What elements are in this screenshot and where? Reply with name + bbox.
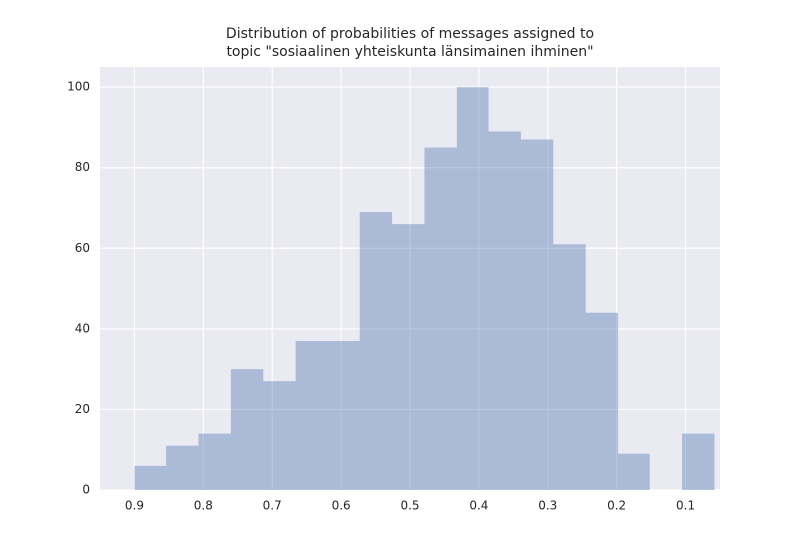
labels: Distribution of probabilities of message… xyxy=(67,26,695,513)
y-tick-label: 60 xyxy=(75,241,90,255)
bar xyxy=(488,131,521,490)
chart-title: topic "sosiaalinen yhteiskunta länsimain… xyxy=(226,44,593,60)
bar xyxy=(618,453,650,490)
y-tick-label: 100 xyxy=(67,80,90,94)
bar xyxy=(456,87,489,491)
y-tick-label: 40 xyxy=(75,321,90,335)
bar xyxy=(198,433,231,490)
bar xyxy=(585,312,619,490)
bar xyxy=(553,244,586,490)
x-tick-label: 0.2 xyxy=(607,499,626,513)
x-tick-label: 0.4 xyxy=(469,499,488,513)
chart-title: Distribution of probabilities of message… xyxy=(226,26,594,42)
bar xyxy=(295,340,328,490)
bar xyxy=(134,465,167,490)
y-tick-label: 20 xyxy=(75,402,90,416)
bar xyxy=(263,381,296,490)
bar xyxy=(424,147,457,491)
bars xyxy=(134,87,715,491)
bar xyxy=(327,340,360,490)
bar xyxy=(230,369,264,490)
x-tick-label: 0.8 xyxy=(194,499,213,513)
x-tick-label: 0.6 xyxy=(332,499,351,513)
y-tick-label: 80 xyxy=(75,160,90,174)
bar xyxy=(359,212,393,490)
bar xyxy=(682,433,715,490)
x-tick-label: 0.1 xyxy=(676,499,695,513)
grid xyxy=(100,67,720,491)
x-tick-label: 0.3 xyxy=(538,499,557,513)
x-tick-label: 0.5 xyxy=(400,499,419,513)
bar xyxy=(520,139,554,490)
x-tick-label: 0.9 xyxy=(125,499,144,513)
y-tick-label: 0 xyxy=(82,483,90,497)
bar xyxy=(166,445,199,490)
bar xyxy=(392,224,425,490)
x-tick-label: 0.7 xyxy=(263,499,282,513)
